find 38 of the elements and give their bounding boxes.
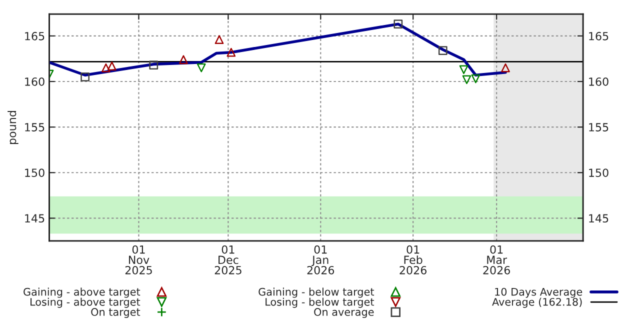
point [501,63,510,72]
y2-tick-label: 150 [589,168,608,177]
point [438,46,448,55]
point [107,62,116,70]
point [102,63,110,72]
legend-label: Gaining - above target [24,288,140,298]
x-tick-label: 01 Dec 2025 [214,245,242,274]
y2-tick-label: 160 [589,77,608,86]
point [179,55,188,64]
y-tick-label: 145 [25,214,44,223]
point [214,35,224,44]
x-tick-label: 01 Mar 2026 [483,245,510,274]
legend-label: Losing - above target [30,298,140,308]
point [226,48,236,57]
legend-label: Average (162.18) [492,298,582,308]
point [196,63,206,72]
point [471,74,480,84]
legend-label: 10 Days Average [495,288,582,298]
y-tick-label: 150 [25,168,44,177]
point [462,75,472,84]
y2-tick-label: 155 [589,123,608,132]
y-tick-label: 165 [25,32,44,40]
legend-label: Gaining - below target [258,288,374,298]
legend-label: Losing - below target [266,298,374,308]
point [80,72,90,82]
x-tick-label: 01 Jan 2026 [307,245,334,274]
x-tick-label: 01 Nov 2025 [125,245,152,274]
y-tick-label: 155 [25,123,44,132]
point [394,20,403,29]
y2-tick-label: 145 [589,214,608,223]
y-tick-label: 160 [25,77,44,86]
legend-label: On target [91,308,140,318]
y2-tick-label: 165 [589,32,608,40]
y-axis-title: pound [8,111,18,144]
x-tick-label: 01 Feb 2026 [400,245,427,274]
point [149,60,158,70]
point [459,65,468,74]
legend-label: On average [314,308,374,318]
